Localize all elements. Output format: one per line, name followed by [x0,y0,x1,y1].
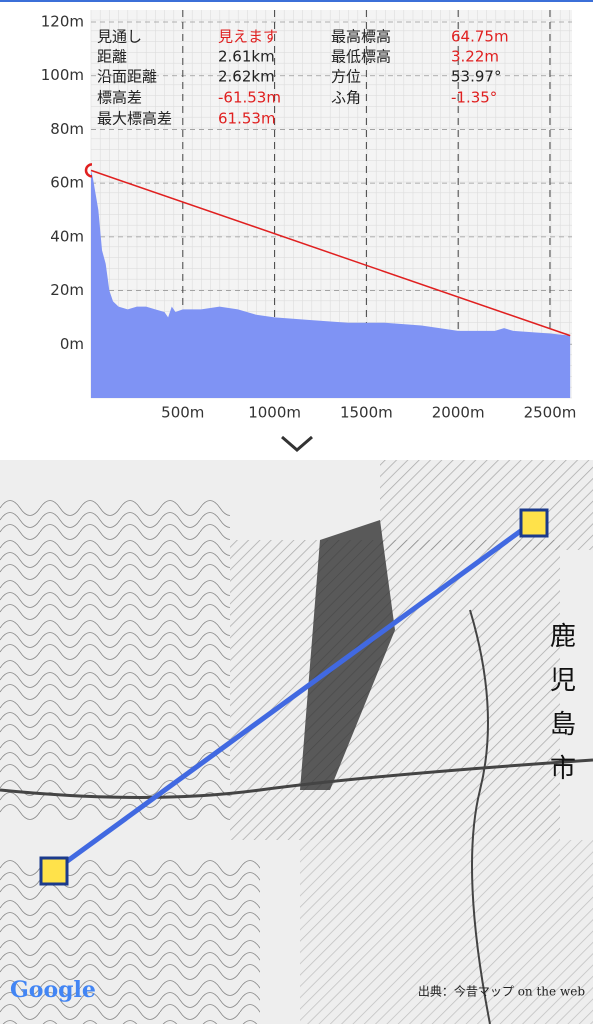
y-tick-label: 80m [50,120,84,138]
y-tick-label: 100m [41,66,84,84]
info-label: 最大標高差 [97,110,172,128]
city-label: 市 [550,754,576,784]
sight-line [53,519,535,873]
info-value: 3.22m [451,48,499,66]
sight-line [90,169,571,337]
x-tick-label: 2000m [432,404,485,422]
river [469,609,491,1024]
hill-contours [0,860,260,1024]
y-tick-label: 60m [50,174,84,192]
hill-contours [0,500,230,820]
y-tick-label: 20m [50,281,84,299]
city-label: 児 [550,666,576,696]
info-value: 64.75m [451,28,509,46]
info-label: 方位 [331,68,361,86]
info-value: -61.53m [218,89,281,107]
end-marker[interactable] [519,508,549,538]
info-label: 見通し [97,28,142,46]
observer-marker [84,163,93,178]
urban-area [380,460,593,550]
google-logo: Google [10,977,96,1003]
collapse-chevron[interactable] [281,435,313,452]
start-marker[interactable] [39,856,69,886]
city-label: 鹿 [550,622,576,652]
y-tick-label: 0m [60,335,84,353]
elevation-area [91,170,571,398]
x-tick-label: 2500m [524,404,577,422]
info-label: 沿面距離 [97,68,157,86]
info-value: 61.53m [218,110,276,128]
info-label: 標高差 [97,89,142,107]
elevation-chart: 0m 20m 40m 60m 80m 100m 120m 500m 1000m 1500m 2000… [0,0,593,452]
info-label: ふ角 [331,89,361,107]
x-tick-label: 1500m [340,404,393,422]
info-label: 最高標高 [331,28,391,46]
urban-area [300,840,593,1024]
info-value: 53.97° [451,68,501,86]
x-tick-label: 500m [161,404,204,422]
railway [0,758,593,799]
info-label: 距離 [97,48,127,66]
y-tick-label: 40m [50,227,84,245]
info-label: 最低標高 [331,48,391,66]
info-value: 見えます [218,28,278,46]
info-value: -1.35° [451,89,497,107]
plot [84,163,571,398]
info-value: 2.61km [218,48,275,66]
info-value: 2.62km [218,68,275,86]
x-tick-label: 1000m [248,404,301,422]
city-label: 島 [550,710,576,740]
map-attribution: 出典：今昔マップ on the web [418,984,585,999]
y-tick-label: 120m [41,13,84,31]
urban-area [230,540,560,840]
